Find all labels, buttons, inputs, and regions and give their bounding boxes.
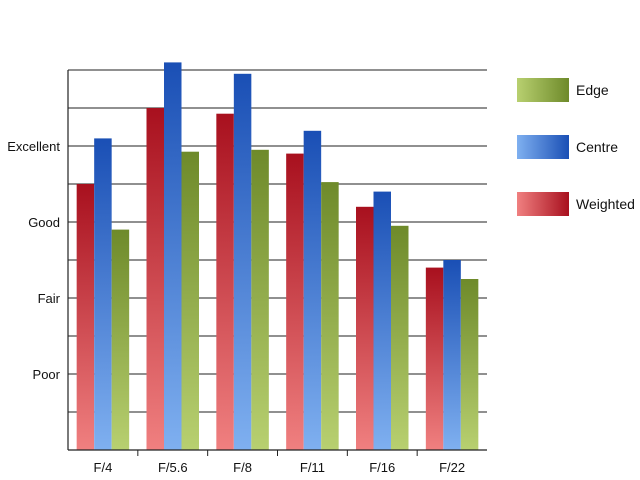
bar-edge-f-4 xyxy=(111,229,130,450)
bar-edge-f-11 xyxy=(321,182,339,450)
bar-edge-f-22 xyxy=(460,279,479,450)
legend-label-weighted: Weighted xyxy=(576,196,635,212)
legend-label-edge: Edge xyxy=(576,82,609,98)
bar-centre-f-11 xyxy=(303,130,322,451)
x-tick-label-f-16: F/16 xyxy=(369,460,395,475)
bar-weighted-f-16 xyxy=(356,206,374,450)
bar-edge-f-8 xyxy=(251,149,269,451)
y-tick-label-excellent: Excellent xyxy=(7,139,60,154)
x-tick-label-f-8: F/8 xyxy=(233,460,252,475)
legend-swatch-weighted xyxy=(517,192,569,216)
bar-centre-f-16 xyxy=(373,191,391,450)
y-tick-label-good: Good xyxy=(28,215,60,230)
axes xyxy=(67,70,487,456)
legend-swatch-centre xyxy=(517,135,569,159)
x-tick-label-f-4: F/4 xyxy=(94,460,113,475)
bar-centre-f-5-6 xyxy=(164,62,182,451)
bar-weighted-f-4 xyxy=(76,184,95,450)
legend: Edge Centre Weighted xyxy=(517,78,635,216)
bar-weighted-f-8 xyxy=(216,113,234,450)
bar-edge-f-5-6 xyxy=(181,151,199,450)
bar-edge-f-16 xyxy=(391,225,409,450)
x-tick-label-f-11: F/11 xyxy=(300,460,325,475)
bars xyxy=(76,62,479,451)
bar-centre-f-22 xyxy=(443,260,461,450)
bar-centre-f-4 xyxy=(94,138,112,450)
bar-weighted-f-5-6 xyxy=(146,108,164,450)
bar-weighted-f-11 xyxy=(286,153,304,450)
legend-swatch-edge xyxy=(517,78,569,102)
x-tick-label-f-22: F/22 xyxy=(439,460,465,475)
gridlines xyxy=(68,69,487,413)
tick-labels: F/4 F/5.6 F/8 F/11 F/16 F/22 Poor Fair Good Excel… xyxy=(7,139,465,475)
y-tick-label-fair: Fair xyxy=(38,291,61,306)
legend-label-centre: Centre xyxy=(576,139,618,155)
bar-centre-f-8 xyxy=(233,73,252,451)
bar-weighted-f-22 xyxy=(425,267,444,450)
x-tick-label-f-5-6: F/5.6 xyxy=(158,460,188,475)
y-tick-label-poor: Poor xyxy=(33,367,61,382)
